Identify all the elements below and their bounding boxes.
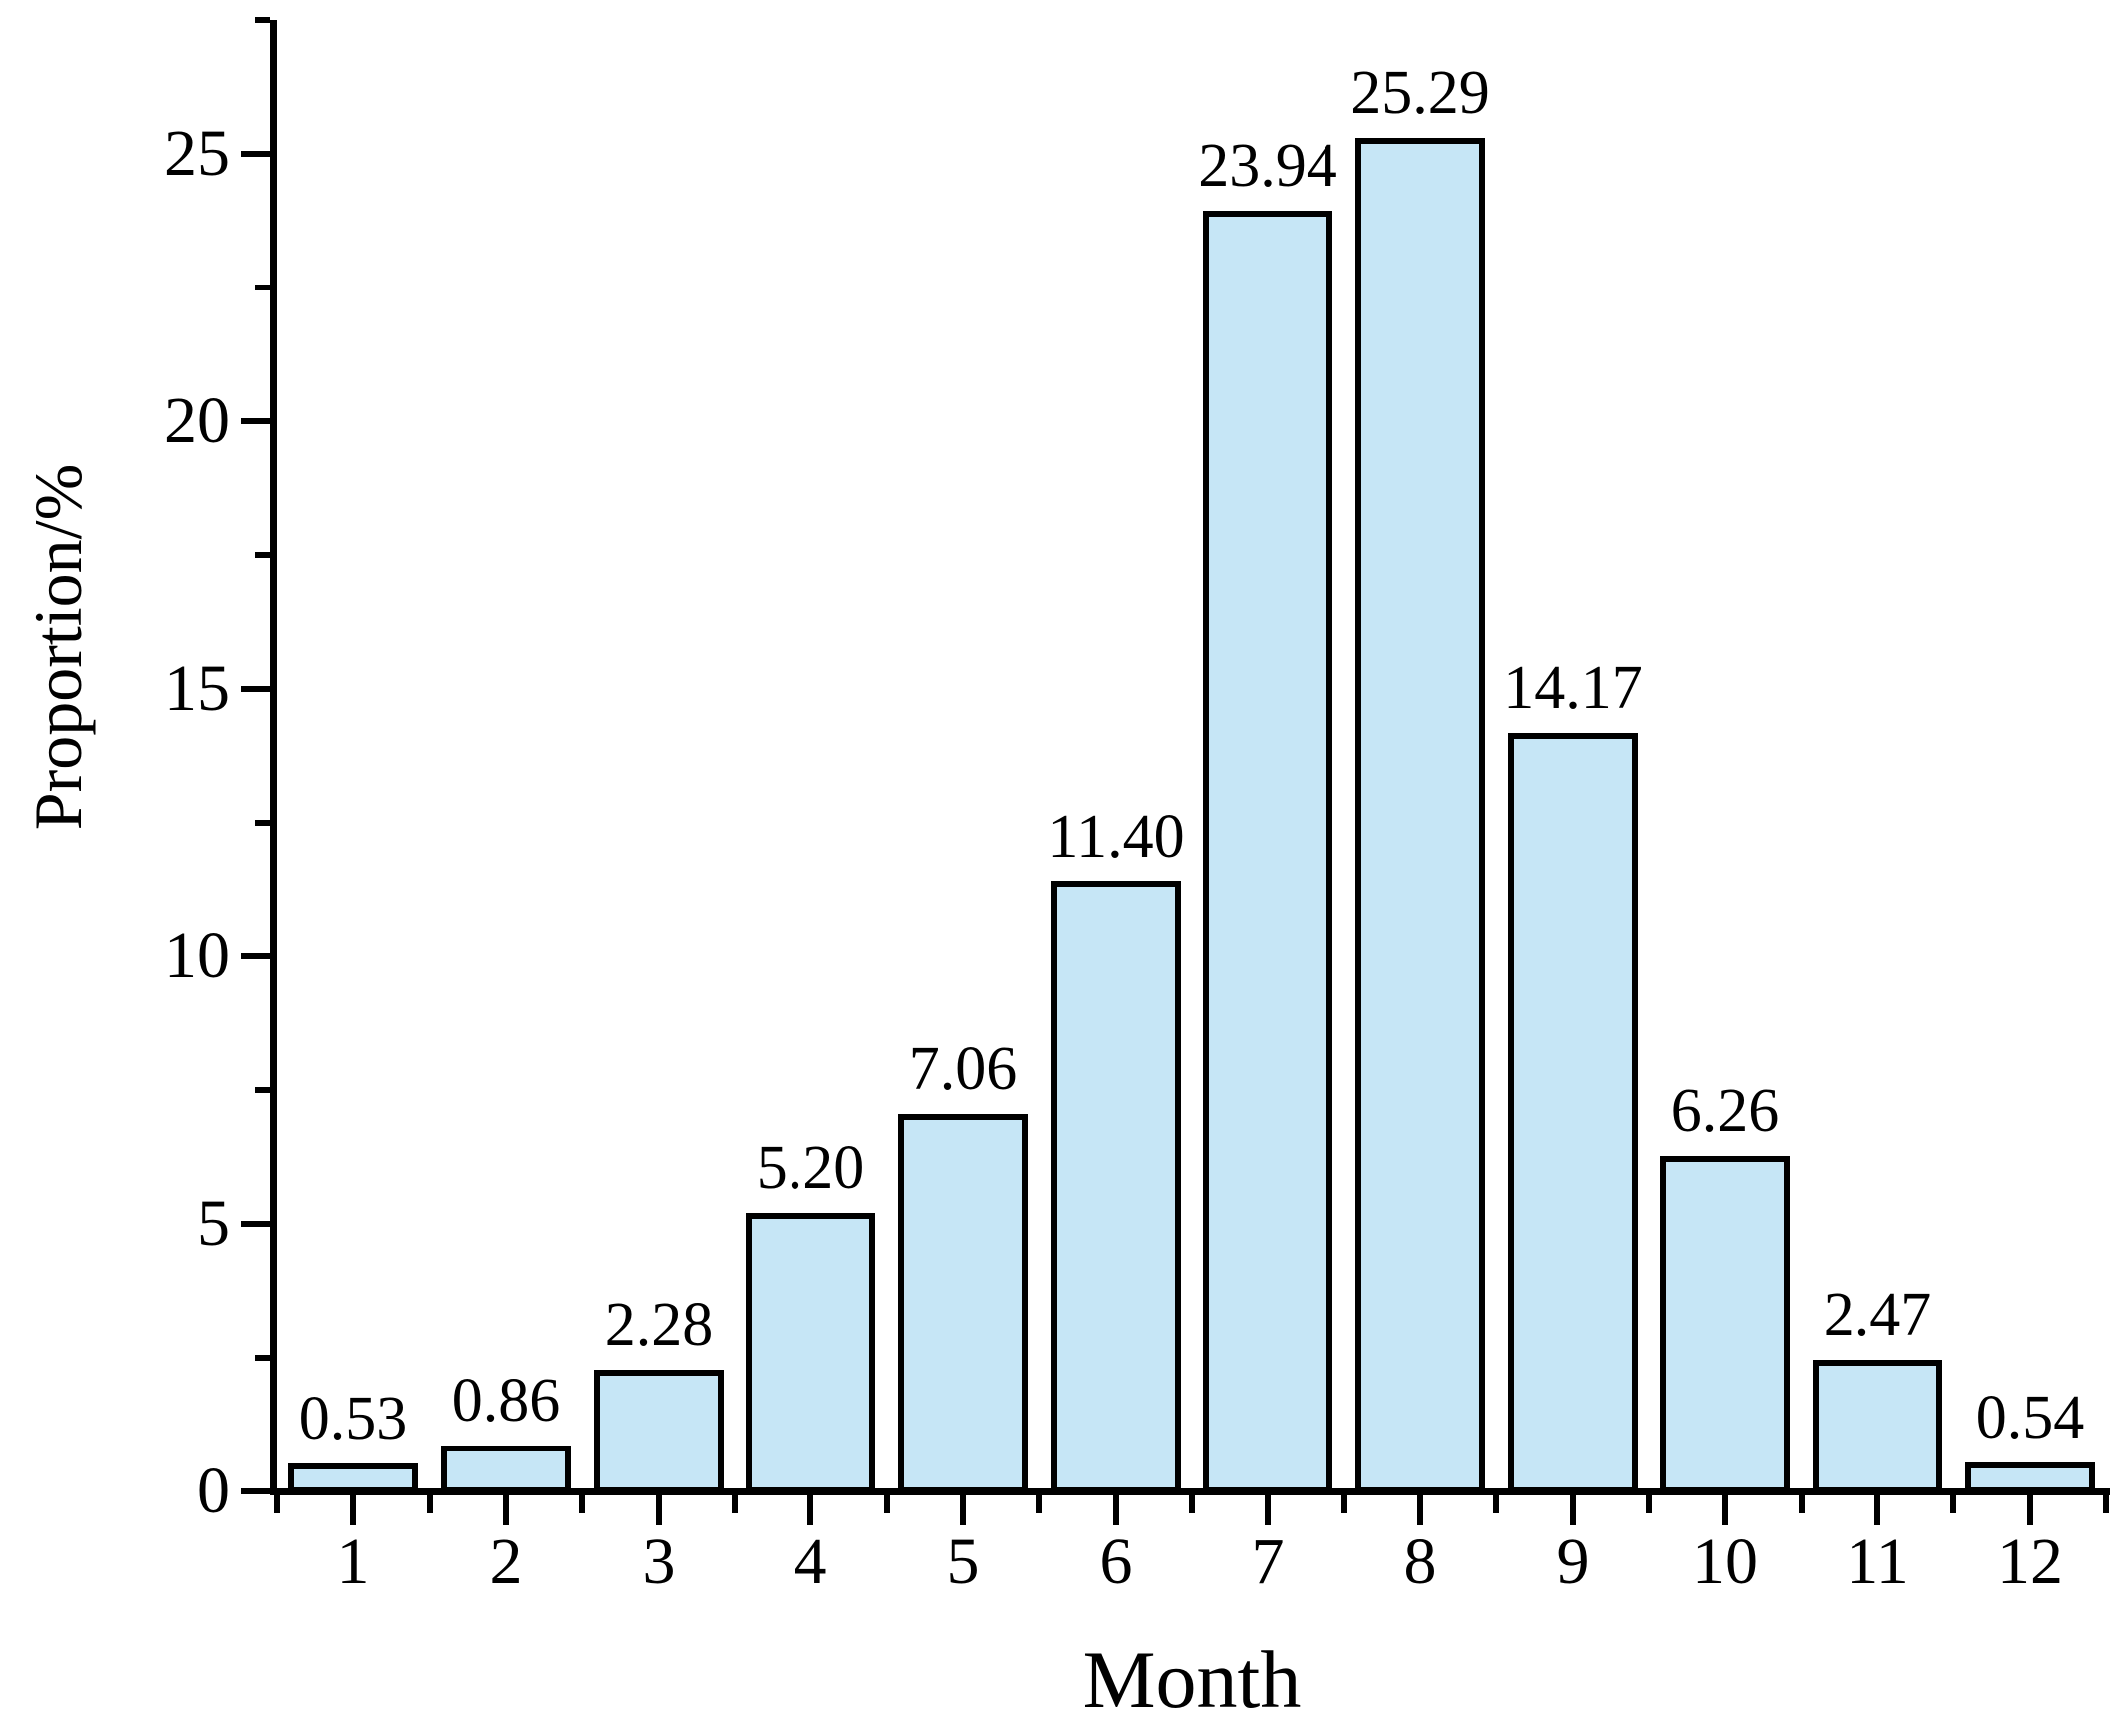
x-tick-label: 11 [1846, 1525, 1909, 1598]
x-tick-label: 9 [1556, 1525, 1590, 1598]
x-axis-minor-tick [1189, 1495, 1195, 1513]
x-axis-major-tick [503, 1495, 509, 1525]
bar-value-label: 6.26 [1670, 1077, 1780, 1145]
y-tick-label: 20 [164, 384, 230, 457]
bar-month-6 [1051, 881, 1181, 1493]
y-tick-label: 10 [164, 919, 230, 992]
x-axis-minor-tick [1646, 1495, 1652, 1513]
bar-month-8 [1355, 138, 1485, 1493]
x-axis-minor-tick [579, 1495, 585, 1513]
x-tick-label: 6 [1099, 1525, 1133, 1598]
bar-value-label: 7.06 [908, 1035, 1018, 1103]
x-axis-line [270, 1488, 2110, 1495]
y-tick-label: 25 [164, 117, 230, 190]
x-axis-minor-tick [732, 1495, 738, 1513]
x-tick-label: 3 [642, 1525, 676, 1598]
bar-value-label: 0.53 [298, 1385, 408, 1452]
bar-value-label: 0.54 [1975, 1384, 2085, 1451]
x-axis-major-tick [350, 1495, 356, 1525]
y-axis-major-tick [241, 151, 270, 157]
y-tick-label: 0 [197, 1454, 230, 1527]
bar-value-label: 25.29 [1350, 59, 1490, 127]
x-axis-major-tick [1417, 1495, 1423, 1525]
x-axis-major-tick [1874, 1495, 1880, 1525]
y-axis-title: Proportion/% [20, 463, 96, 831]
x-axis-minor-tick [1493, 1495, 1499, 1513]
x-axis-minor-tick [1950, 1495, 1956, 1513]
x-axis-minor-tick [1036, 1495, 1042, 1513]
x-axis-minor-tick [884, 1495, 890, 1513]
bar-month-3 [594, 1370, 724, 1493]
y-tick-label: 5 [197, 1187, 230, 1260]
x-tick-label: 10 [1692, 1525, 1758, 1598]
bar-value-label: 0.86 [451, 1367, 561, 1435]
bar-value-label: 5.20 [756, 1134, 865, 1202]
x-axis-major-tick [1113, 1495, 1119, 1525]
bar-value-label: 23.94 [1198, 132, 1337, 200]
bar-month-7 [1203, 211, 1332, 1493]
y-axis-line [270, 20, 277, 1495]
y-axis-major-tick [241, 953, 270, 959]
x-tick-label: 5 [946, 1525, 980, 1598]
bar-month-9 [1508, 733, 1638, 1493]
x-axis-major-tick [656, 1495, 662, 1525]
y-axis-major-tick [241, 1488, 270, 1494]
x-axis-major-tick [1722, 1495, 1728, 1525]
x-axis-major-tick [807, 1495, 813, 1525]
bar-value-label: 11.40 [1047, 803, 1185, 870]
y-axis-minor-tick [255, 1087, 270, 1093]
bar-month-10 [1660, 1156, 1790, 1493]
y-axis-minor-tick [255, 1355, 270, 1361]
bar-month-2 [441, 1446, 571, 1493]
y-axis-major-tick [241, 1221, 270, 1227]
x-tick-label: 8 [1403, 1525, 1437, 1598]
y-axis-minor-tick [255, 820, 270, 826]
y-axis-major-tick [241, 686, 270, 692]
y-axis-minor-tick [255, 552, 270, 558]
bar-value-label: 14.17 [1503, 654, 1643, 722]
x-tick-label: 4 [794, 1525, 827, 1598]
x-axis-minor-tick [427, 1495, 433, 1513]
x-axis-minor-tick [1799, 1495, 1805, 1513]
x-axis-minor-tick [2103, 1495, 2109, 1513]
bar-value-label: 2.28 [604, 1291, 714, 1359]
y-axis-minor-tick [255, 17, 270, 23]
bar-month-5 [898, 1114, 1028, 1493]
x-axis-minor-tick [1341, 1495, 1347, 1513]
bar-month-4 [746, 1213, 875, 1493]
bar-month-11 [1813, 1360, 1942, 1493]
bar-value-label: 2.47 [1823, 1281, 1932, 1349]
x-tick-label: 2 [489, 1525, 523, 1598]
y-axis-major-tick [241, 418, 270, 424]
x-tick-label: 12 [1997, 1525, 2063, 1598]
x-axis-title: Month [1082, 1634, 1302, 1725]
x-axis-minor-tick [274, 1495, 280, 1513]
x-axis-major-tick [1570, 1495, 1576, 1525]
y-tick-label: 15 [164, 652, 230, 725]
x-tick-label: 7 [1251, 1525, 1285, 1598]
x-axis-major-tick [960, 1495, 966, 1525]
x-axis-major-tick [2027, 1495, 2033, 1525]
y-axis-minor-tick [255, 285, 270, 290]
x-tick-label: 1 [336, 1525, 370, 1598]
x-axis-major-tick [1265, 1495, 1271, 1525]
